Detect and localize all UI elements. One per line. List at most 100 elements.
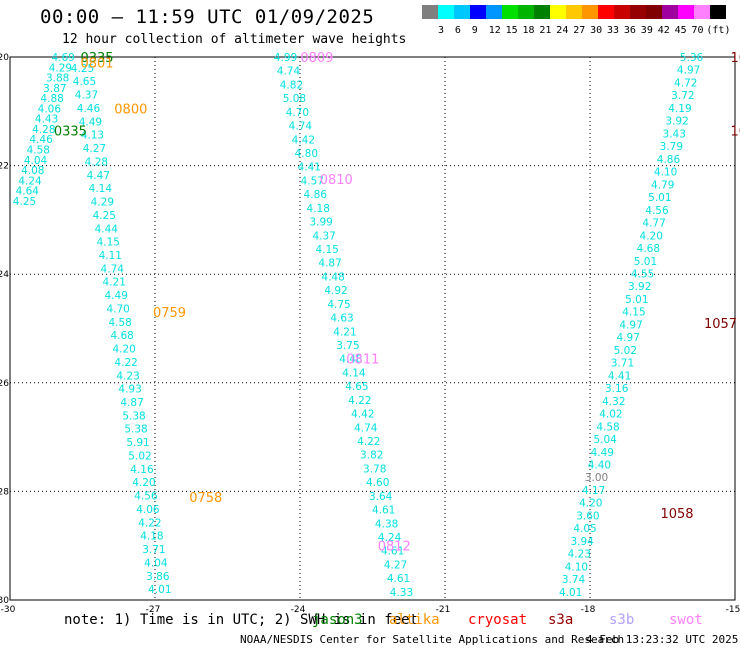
wave-height-value: 3.82 — [360, 450, 383, 462]
wave-height-value: 4.22 — [357, 436, 380, 448]
legend-swatch — [550, 5, 566, 19]
wave-height-value: 4.87 — [120, 397, 143, 409]
wave-height-value: 4.42 — [351, 409, 374, 421]
pass-time-label: 1056 — [731, 124, 740, 139]
wave-height-value: 4.58 — [27, 145, 50, 157]
wave-height-value: 4.25 — [13, 196, 36, 208]
wave-height-value: 3.74 — [562, 574, 586, 586]
wave-height-value: 4.16 — [130, 464, 154, 476]
wave-height-value: 4.15 — [97, 237, 120, 249]
wave-height-value: 3.43 — [663, 128, 686, 140]
wave-height-value: 4.41 — [298, 162, 321, 174]
wave-height-value: 4.70 — [286, 107, 309, 119]
y-tick-label: -28 — [0, 487, 9, 497]
legend-swatch — [582, 5, 598, 19]
wave-height-value: 4.05 — [573, 523, 596, 535]
wave-height-value: 3.71 — [611, 358, 634, 370]
wave-height-value: 4.61 — [387, 573, 410, 585]
wave-height-value: 5.38 — [124, 424, 147, 436]
wave-height-value: 4.68 — [637, 243, 660, 255]
pass-time-label: 0811 — [346, 352, 379, 367]
page-title: 00:00 – 11:59 UTC 01/09/2025 — [40, 6, 375, 28]
wave-height-value: 4.27 — [384, 559, 407, 571]
satellite-label-jason3: jason3 — [312, 612, 363, 628]
wave-height-value: 4.48 — [321, 271, 344, 283]
plot-frame — [9, 56, 736, 601]
wave-height-value: 4.79 — [651, 179, 674, 191]
legend-level: 9 — [471, 25, 478, 36]
wave-height-value: 4.14 — [342, 367, 366, 379]
legend-level: 42 — [657, 25, 670, 36]
wave-height-value: 4.86 — [304, 189, 328, 201]
wave-height-value: 4.23 — [568, 549, 591, 561]
legend-swatch — [710, 5, 726, 19]
wave-height-value: 4.44 — [95, 223, 119, 235]
wave-height-value: 4.65 — [345, 381, 368, 393]
legend-level: 15 — [505, 25, 518, 36]
pass-time-label: 0810 — [320, 173, 353, 188]
wave-height-value: 3.64 — [369, 491, 393, 503]
footer-credit: NOAA/NESDIS Center for Satellite Applica… — [240, 633, 625, 646]
legend-level: 6 — [454, 25, 461, 36]
legend-swatch — [470, 5, 486, 19]
wave-height-value: 4.65 — [73, 76, 96, 88]
wave-height-value: 4.61 — [372, 505, 395, 517]
pass-time-label: 0335 — [80, 51, 113, 66]
wave-height-value: 4.10 — [565, 561, 588, 573]
legend-level: 30 — [590, 25, 603, 36]
wave-height-value: 4.49 — [105, 290, 128, 302]
wave-height-value: 5.01 — [648, 192, 671, 204]
wave-height-value: 4.97 — [677, 65, 700, 77]
wave-height-value: 4.64 — [16, 186, 40, 198]
wave-height-value: 3.78 — [363, 463, 386, 475]
wave-height-value: 4.24 — [18, 175, 42, 187]
wave-height-value: 4.77 — [642, 218, 665, 230]
wave-height-value: 4.08 — [21, 165, 44, 177]
note-text: note: 1) Time is in UTC; 2) SWH is in fe… — [64, 612, 419, 628]
wave-height-value: 4.49 — [591, 447, 614, 459]
legend-swatch — [646, 5, 662, 19]
wave-height-value: 4.49 — [79, 116, 102, 128]
pass-time-label: 1057 — [704, 317, 737, 332]
legend-level: 39 — [640, 25, 653, 36]
y-tick-label: -30 — [0, 596, 9, 606]
wave-height-value: 4.41 — [608, 370, 631, 382]
wave-height-value: 4.56 — [645, 205, 669, 217]
wave-height-value: 4.58 — [108, 317, 131, 329]
wave-height-value: 4.10 — [654, 167, 677, 179]
pass-time-label: 0812 — [378, 540, 411, 555]
wave-height-value: 4.24 — [378, 532, 402, 544]
wave-height-value: 3.60 — [576, 510, 599, 522]
wave-height-value: 4.74 — [354, 422, 378, 434]
wave-height-value: 4.20 — [579, 498, 602, 510]
legend-swatch — [614, 5, 630, 19]
wave-height-value: 4.21 — [103, 277, 126, 289]
wave-height-value: 4.55 — [631, 268, 654, 280]
legend-level: 18 — [522, 25, 535, 36]
wave-height-value: 4.11 — [99, 250, 122, 262]
wave-height-value: 4.40 — [588, 460, 611, 472]
wave-height-value: 4.22 — [138, 517, 161, 529]
wave-height-value: 3.16 — [605, 383, 629, 395]
wave-height-value: 5.02 — [128, 450, 151, 462]
wave-height-value: 3.79 — [660, 141, 683, 153]
wave-height-value: 4.74 — [101, 263, 125, 275]
pass-time-label: 0801 — [80, 56, 113, 71]
wave-height-value: 4.22 — [114, 357, 137, 369]
satellite-label-s3a: s3a — [548, 612, 574, 628]
wave-height-value: 5.36 — [680, 52, 704, 64]
wave-height-value: 4.25 — [93, 210, 116, 222]
x-tick-label: -15 — [726, 605, 740, 615]
wave-height-value: 3.75 — [336, 340, 359, 352]
legend-swatch — [534, 5, 550, 19]
legend-level: 27 — [573, 25, 586, 36]
wave-height-value: 3.71 — [142, 544, 165, 556]
wave-height-value: 4.72 — [674, 77, 697, 89]
wave-height-value: 4.69 — [51, 52, 74, 64]
wave-height-value: 4.20 — [640, 230, 663, 242]
wave-height-value: 4.68 — [110, 330, 133, 342]
legend-swatch — [678, 5, 694, 19]
wave-height-value: 4.32 — [602, 396, 625, 408]
wave-height-value: 4.22 — [348, 395, 371, 407]
